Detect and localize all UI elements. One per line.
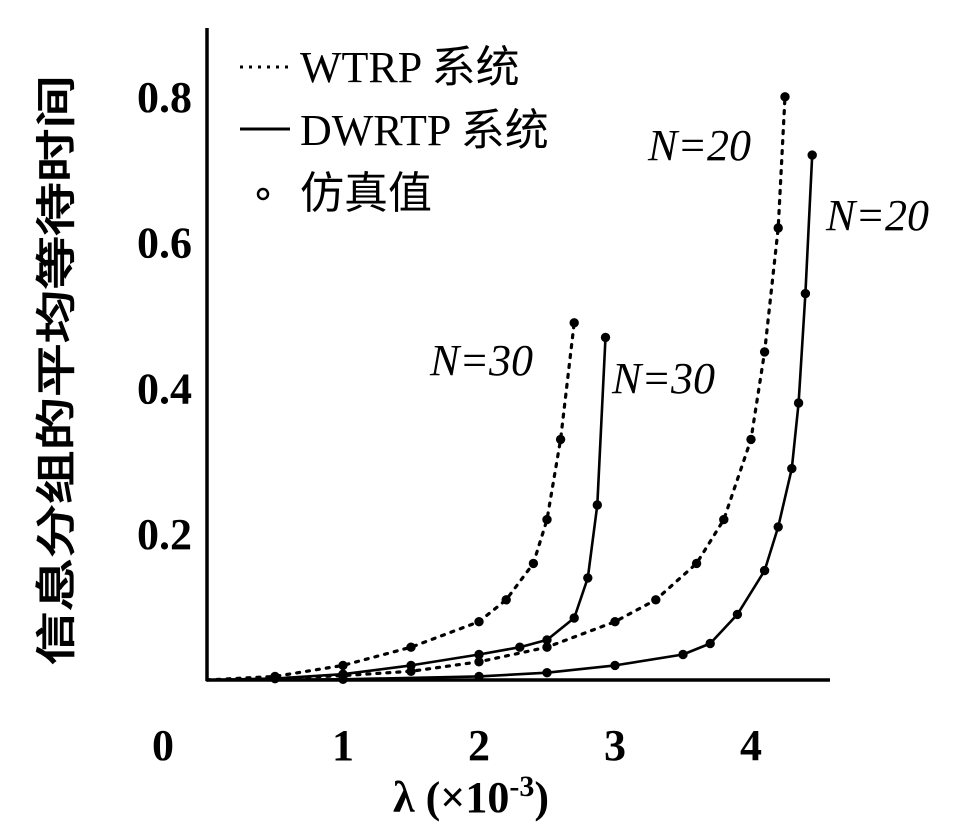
- sim-marker-2-5: [542, 642, 552, 652]
- x-tick-label-1: 1: [332, 721, 354, 770]
- sim-marker-1-10: [600, 332, 611, 343]
- annotations: N=20 N=20 N=30 N=30: [429, 121, 929, 403]
- annotation-wtrp-n20: N=20: [647, 121, 751, 170]
- y-tick-label-0.6: 0.6: [137, 219, 192, 268]
- sim-marker-3-12: [800, 288, 811, 299]
- x-axis-label-exponent: -3: [509, 770, 534, 803]
- sim-marker-2-9: [719, 514, 729, 525]
- sim-marker-2-13: [780, 92, 790, 102]
- sim-marker-0-7: [542, 514, 552, 525]
- sim-marker-2-4: [474, 657, 484, 667]
- x-tick-label-3: 3: [604, 721, 626, 770]
- legend-label-wtrp: WTRP 系统: [300, 43, 520, 92]
- y-tick-label-0.2: 0.2: [137, 510, 192, 559]
- sim-marker-3-13: [807, 150, 817, 160]
- sim-marker-3-5: [678, 649, 688, 660]
- sim-marker-2-6: [610, 617, 620, 627]
- sim-marker-2-3: [406, 666, 416, 676]
- simulation-markers: [270, 92, 817, 684]
- legend-label-dwrtp: DWRTP 系统: [300, 106, 549, 155]
- sim-marker-2-12: [773, 223, 783, 233]
- sim-marker-3-10: [787, 463, 797, 474]
- x-axis-label-main: λ (×10: [393, 773, 509, 822]
- sim-marker-3-8: [759, 565, 770, 576]
- legend-label-sim: 仿真值: [300, 169, 432, 218]
- series-line-3: [205, 153, 814, 682]
- sim-marker-1-8: [583, 573, 593, 583]
- sim-marker-2-10: [746, 434, 756, 445]
- sim-marker-2-11: [759, 347, 770, 357]
- x-axis-label-close: ): [534, 773, 549, 822]
- sim-marker-1-7: [569, 613, 579, 623]
- legend-marker-sim: [256, 187, 270, 201]
- sim-marker-1-9: [592, 500, 602, 510]
- x-origin-label: 0: [152, 721, 174, 770]
- sim-marker-0-9: [569, 318, 579, 328]
- y-tick-label-0.8: 0.8: [137, 73, 192, 122]
- sim-marker-0-4: [474, 617, 484, 627]
- tick-labels: 1 2 3 4 0.2 0.4 0.6 0.8: [137, 73, 762, 770]
- sim-marker-0-6: [528, 558, 539, 569]
- sim-marker-3-7: [732, 609, 743, 620]
- annotation-wtrp-n30: N=30: [429, 336, 533, 385]
- sim-marker-0-5: [501, 595, 511, 605]
- sim-marker-3-3: [542, 668, 552, 678]
- sim-marker-0-8: [555, 434, 566, 445]
- sim-marker-3-11: [793, 398, 804, 408]
- sim-marker-2-7: [651, 595, 661, 605]
- sim-marker-0-3: [406, 642, 416, 652]
- x-tick-label-2: 2: [468, 721, 490, 770]
- x-axis-label: λ (×10-3): [393, 770, 549, 822]
- annotation-dwrtp-n20: N=20: [825, 191, 929, 240]
- sim-marker-2-8: [691, 558, 702, 569]
- sim-marker-3-1: [338, 674, 348, 684]
- sim-marker-2-1: [270, 673, 280, 684]
- sim-marker-3-4: [610, 660, 620, 671]
- y-tick-label-0.4: 0.4: [137, 364, 192, 413]
- annotation-dwrtp-n30: N=30: [611, 354, 715, 403]
- legend: WTRP 系统 DWRTP 系统 仿真值: [240, 43, 549, 218]
- y-axis-label: 信息分组的平均等待时间: [34, 75, 80, 665]
- sim-marker-1-5: [515, 642, 525, 652]
- sim-marker-3-6: [705, 638, 715, 649]
- x-tick-label-4: 4: [740, 721, 762, 770]
- sim-marker-3-9: [773, 522, 783, 532]
- sim-marker-3-2: [474, 671, 484, 682]
- sim-marker-0-2: [338, 660, 348, 671]
- series-line-0: [205, 321, 576, 682]
